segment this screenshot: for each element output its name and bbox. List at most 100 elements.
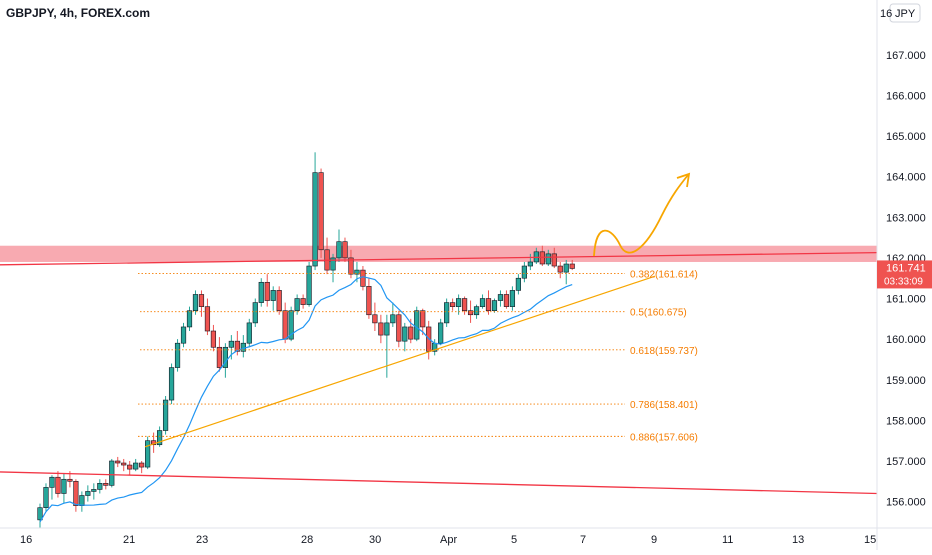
price-tick-label: 167.000 bbox=[886, 50, 926, 62]
candle-bearish bbox=[216, 346, 223, 368]
candle-bullish bbox=[288, 310, 294, 340]
candle-bearish bbox=[569, 263, 575, 269]
candle-bullish bbox=[390, 314, 396, 324]
candle-bullish bbox=[545, 253, 551, 265]
current-price-value: 161.741 bbox=[886, 262, 926, 274]
projection-path bbox=[593, 174, 689, 257]
candle-bearish bbox=[198, 294, 205, 307]
bar-countdown: 03:33:09 bbox=[884, 276, 923, 287]
candle-bullish bbox=[438, 322, 444, 344]
candle-bullish bbox=[336, 241, 342, 259]
candle-bullish bbox=[145, 440, 151, 468]
candle-bullish bbox=[168, 367, 175, 401]
time-tick-label: 23 bbox=[196, 534, 208, 546]
candle-bullish bbox=[79, 495, 85, 506]
candle-bullish bbox=[258, 281, 264, 303]
candle-bearish bbox=[234, 340, 240, 352]
candle-bullish bbox=[97, 483, 103, 490]
candle-bearish bbox=[366, 286, 372, 316]
price-tick-label: 161.000 bbox=[886, 294, 926, 306]
fib-level-label: 0.886(157.606) bbox=[630, 432, 698, 443]
candle-bearish bbox=[204, 306, 211, 332]
price-tick-label: 165.000 bbox=[886, 131, 926, 143]
candle-bullish bbox=[414, 310, 420, 340]
candle-bearish bbox=[485, 298, 492, 312]
candle-bullish bbox=[527, 261, 533, 267]
candle-bearish bbox=[127, 464, 133, 470]
time-tick-label: 5 bbox=[511, 534, 517, 546]
candle-bullish bbox=[509, 290, 516, 307]
candle-bullish bbox=[312, 172, 318, 267]
candle-bullish bbox=[91, 489, 97, 492]
candle-bullish bbox=[479, 298, 486, 307]
current-price-label bbox=[877, 260, 932, 289]
price-tick-label: 158.000 bbox=[886, 415, 926, 427]
candle-bullish bbox=[37, 507, 43, 521]
candle-bearish bbox=[503, 294, 510, 307]
candle-bearish bbox=[264, 281, 270, 301]
candle-bullish bbox=[563, 263, 569, 273]
candle-bullish bbox=[228, 340, 234, 348]
candle-bullish bbox=[384, 322, 390, 336]
arrow-head-icon bbox=[676, 172, 691, 188]
price-tick-label: 166.000 bbox=[886, 90, 926, 102]
price-tick-label: 160.000 bbox=[886, 334, 926, 346]
time-tick-label: 11 bbox=[722, 534, 733, 546]
price-tick-label: 157.000 bbox=[886, 456, 926, 468]
candle-bearish bbox=[139, 462, 145, 468]
candle-bearish bbox=[55, 476, 61, 494]
candle-bullish bbox=[49, 476, 55, 488]
chart-title: GBPJPY, 4h, FOREX.com bbox=[6, 6, 150, 20]
candle-bullish bbox=[252, 302, 258, 324]
candle-bearish bbox=[420, 310, 426, 328]
time-tick-label: 30 bbox=[369, 534, 381, 546]
candle-bullish bbox=[133, 462, 139, 470]
candle-bullish bbox=[444, 302, 450, 324]
resistance-zone bbox=[0, 245, 877, 262]
candle-bullish bbox=[515, 277, 521, 291]
moving-average-line bbox=[39, 276, 573, 523]
candle-bullish bbox=[180, 326, 187, 344]
candle-bearish bbox=[115, 460, 121, 464]
candle-bullish bbox=[43, 487, 49, 508]
candle-bullish bbox=[222, 346, 228, 368]
candle-bullish bbox=[497, 294, 504, 301]
fib-level-label: 0.382(161.614) bbox=[630, 270, 698, 281]
candle-bullish bbox=[270, 290, 276, 301]
fib-level-label: 0.618(159.737) bbox=[630, 346, 698, 357]
candle-bullish bbox=[61, 478, 67, 494]
candle-bearish bbox=[342, 241, 348, 259]
candle-bullish bbox=[85, 491, 91, 496]
fib-level-label: 0.5(160.675) bbox=[630, 308, 687, 319]
candle-bullish bbox=[455, 298, 462, 307]
candle-bullish bbox=[109, 460, 115, 486]
price-tick-label: 156.000 bbox=[886, 497, 926, 509]
price-tick-label: 163.000 bbox=[886, 212, 926, 224]
candle-bullish bbox=[162, 399, 169, 431]
candle-bearish bbox=[360, 269, 366, 287]
currency-badge-label: JPY bbox=[895, 8, 916, 20]
candle-bullish bbox=[246, 322, 252, 344]
time-tick-label: 15 bbox=[864, 534, 876, 546]
candle-bullish bbox=[330, 257, 336, 271]
candle-bearish bbox=[300, 298, 306, 305]
currency-badge[interactable] bbox=[889, 3, 921, 23]
candle-bearish bbox=[67, 478, 73, 482]
candle-bearish bbox=[282, 310, 288, 340]
candle-bearish bbox=[396, 314, 402, 342]
candle-bearish bbox=[378, 322, 384, 336]
candle-bearish bbox=[73, 480, 79, 506]
candle-bullish bbox=[354, 269, 360, 275]
candle-bearish bbox=[121, 462, 127, 466]
time-tick-label: 21 bbox=[123, 534, 135, 546]
time-tick-label: 7 bbox=[580, 534, 586, 546]
candle-bullish bbox=[306, 265, 312, 305]
candle-bullish bbox=[157, 430, 163, 446]
candle-bullish bbox=[402, 326, 408, 342]
candle-bullish bbox=[491, 300, 498, 312]
candle-bearish bbox=[372, 314, 378, 324]
time-tick-label: 9 bbox=[651, 534, 657, 546]
resistance-trendline-upper bbox=[0, 251, 878, 266]
